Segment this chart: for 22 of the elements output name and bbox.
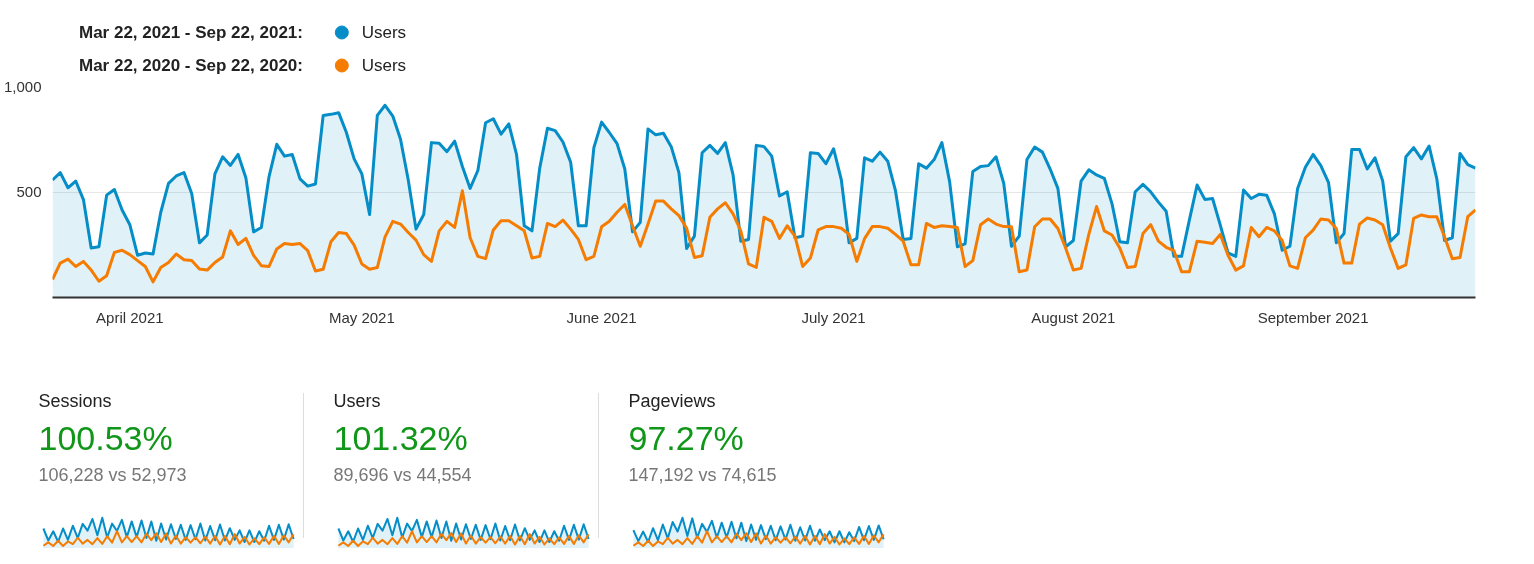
y-tick-label: 1,000 (3, 77, 42, 95)
chart-title: Users (333, 390, 381, 411)
chart-title: Sessions (38, 390, 112, 411)
text: Mar 22, 2020 - Sep 22, 2020: (78, 56, 303, 75)
x-tick-label: September 2021 (1257, 308, 1369, 326)
text: Mar 22, 2021 - Sep 22, 2021: (78, 23, 303, 42)
y-tick-label: 500 (16, 183, 42, 200)
legend-label: Users (361, 23, 407, 42)
x-tick-label: April 2021 (96, 308, 164, 326)
x-tick-label: June 2021 (566, 308, 637, 326)
x-tick-label: August 2021 (1031, 308, 1116, 326)
text: 106,228 vs 52,973 (38, 464, 187, 485)
legend-label: Users (361, 56, 407, 75)
x-tick-label: July 2021 (801, 308, 866, 326)
text: 101.32% (333, 418, 468, 457)
text: 100.53% (38, 418, 173, 457)
chart-title: Pageviews (628, 390, 716, 411)
text: 97.27% (628, 418, 744, 457)
x-tick-label: May 2021 (328, 308, 395, 326)
line-series (52, 189, 1476, 284)
text: 147,192 vs 74,615 (628, 464, 777, 485)
text: 89,696 vs 44,554 (333, 464, 472, 485)
